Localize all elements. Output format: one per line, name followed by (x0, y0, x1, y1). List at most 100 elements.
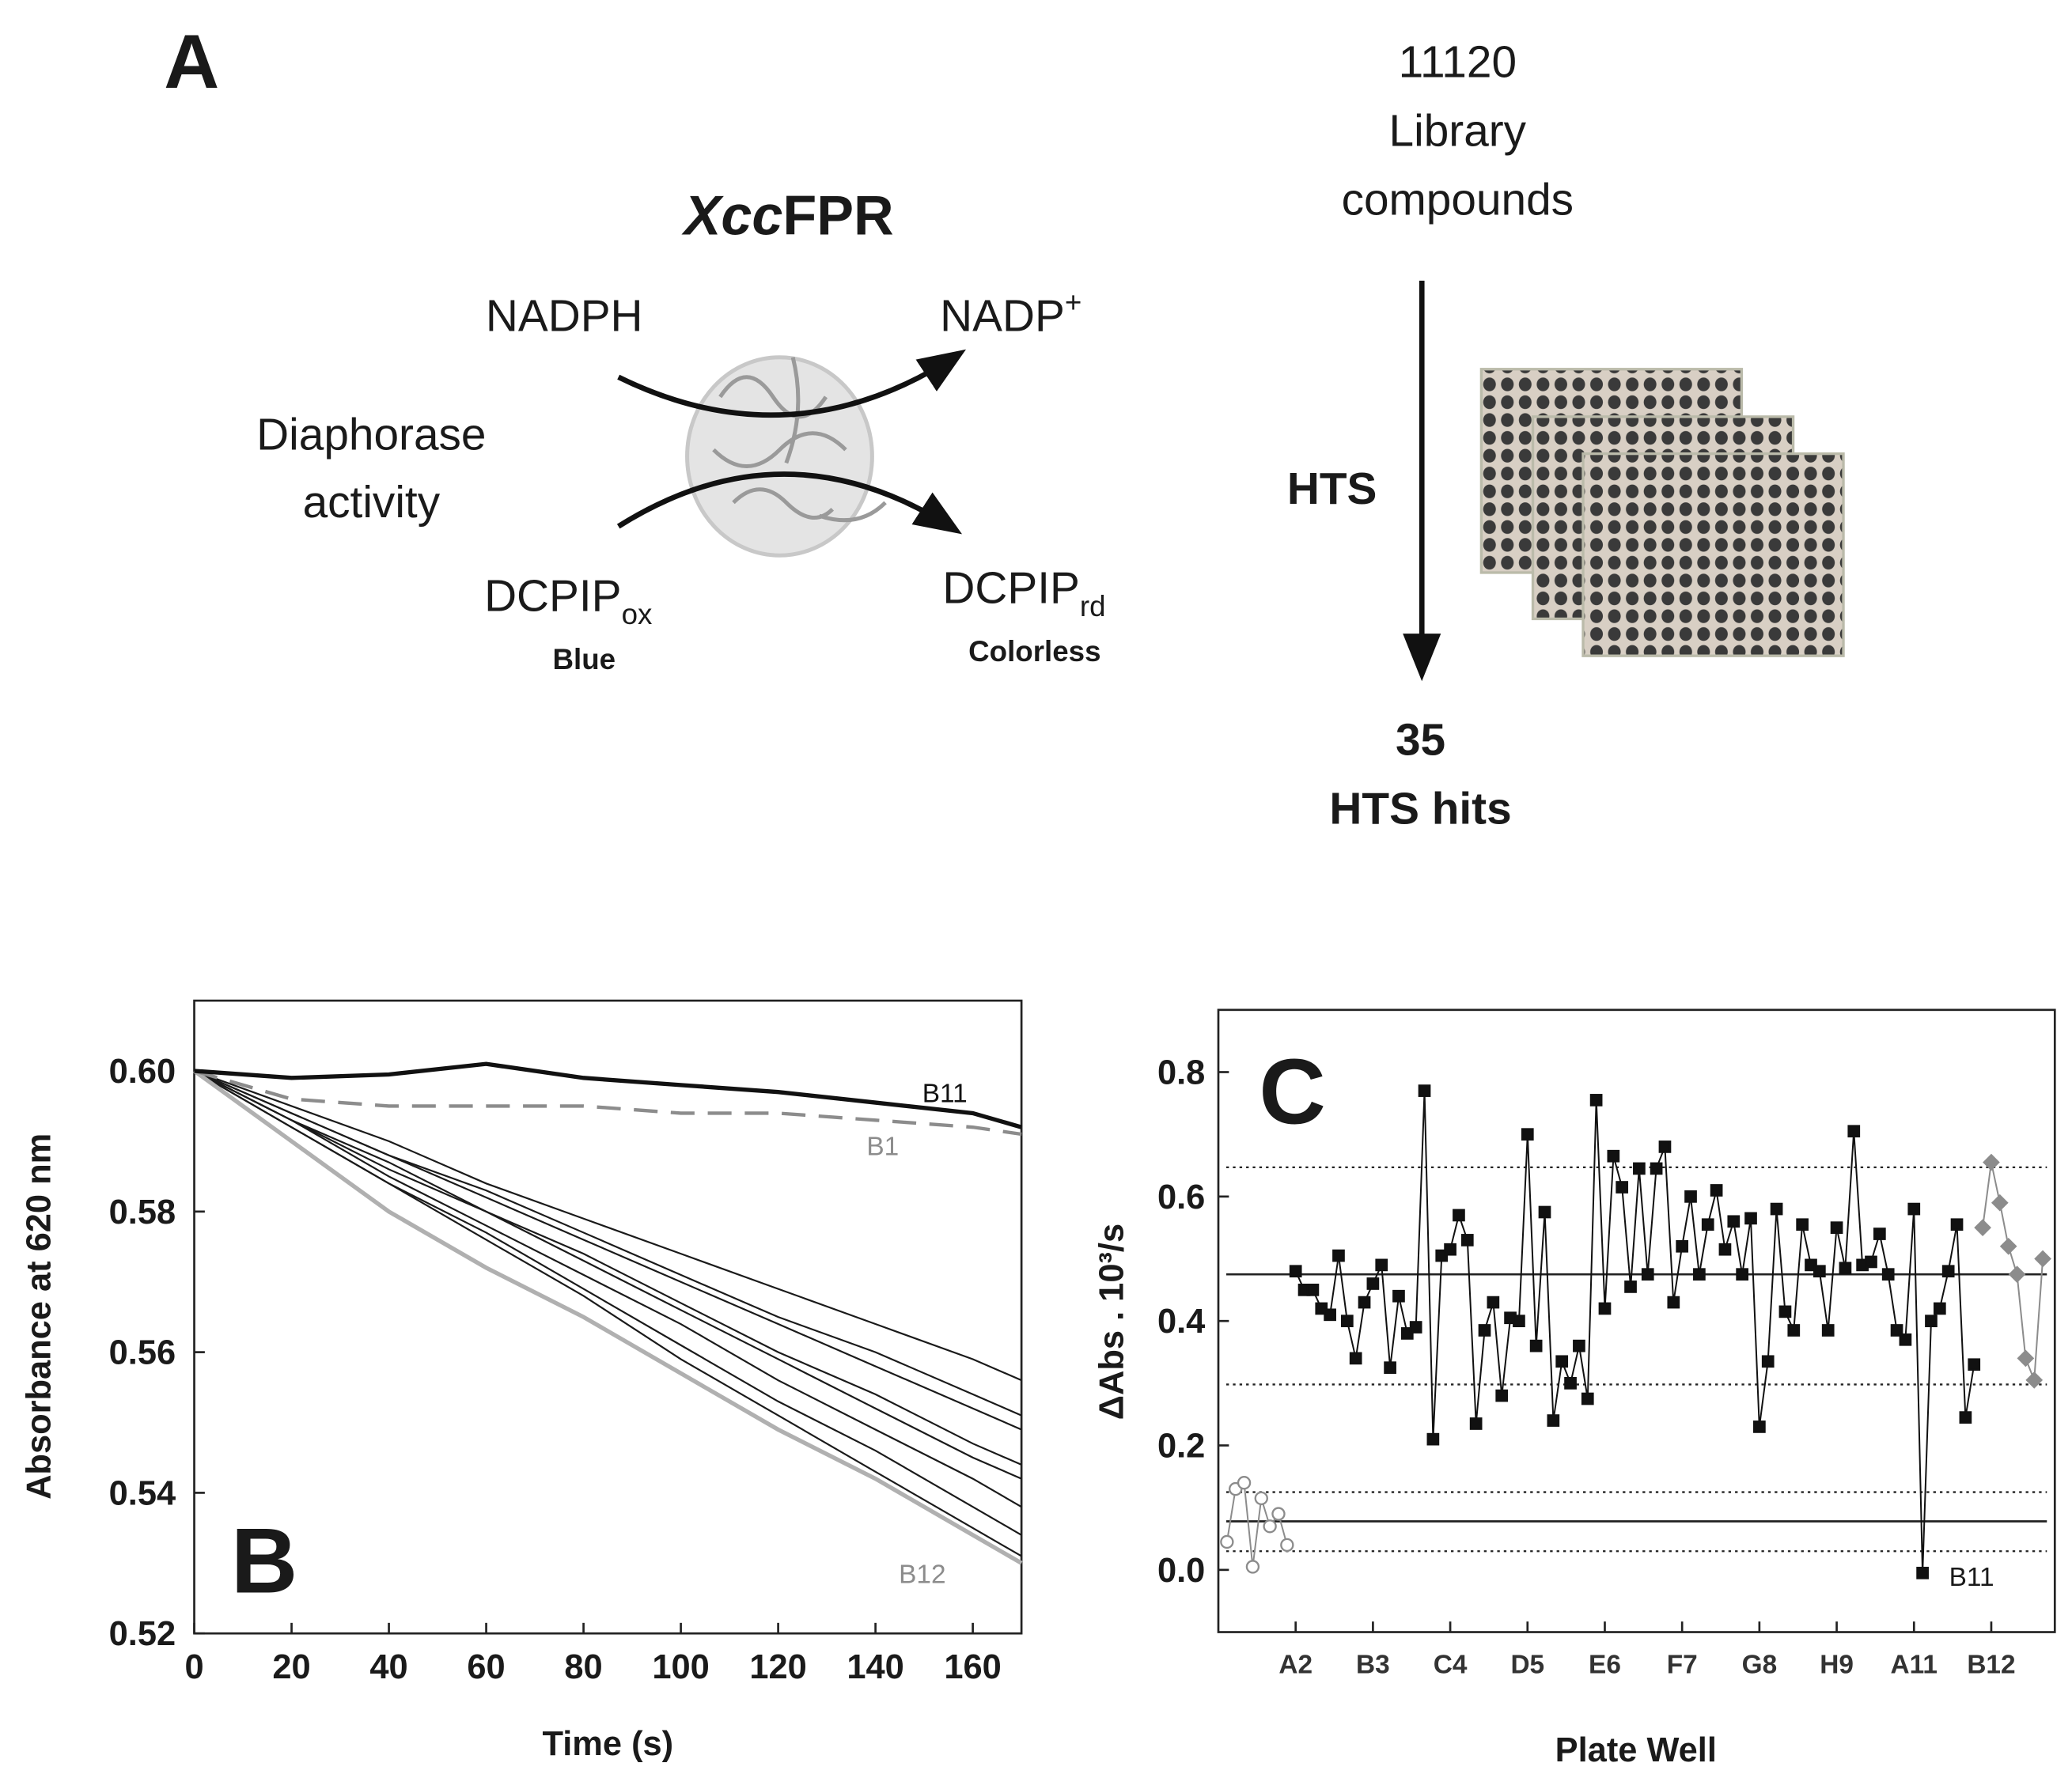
library-label: Library (1389, 106, 1527, 156)
point (1676, 1239, 1689, 1253)
y-tick-label: 0.6 (1157, 1178, 1205, 1216)
point (1521, 1128, 1534, 1141)
point (1237, 1476, 1252, 1490)
panel-letter: A (164, 18, 219, 104)
point (2034, 1250, 2051, 1268)
dye-color: Colorless (968, 635, 1100, 668)
series-line (193, 1070, 1022, 1557)
library-label: compounds (1342, 175, 1574, 225)
y-tick-label: 0.60 (109, 1053, 176, 1091)
point (1873, 1228, 1886, 1240)
point (1607, 1149, 1620, 1163)
series-line (194, 1069, 1022, 1382)
point (1974, 1219, 1991, 1237)
series-line (194, 1061, 1022, 1129)
x-tick-label: 0 (184, 1648, 203, 1686)
point (1280, 1538, 1294, 1553)
point (1366, 1277, 1380, 1290)
x-tick-label: A11 (1891, 1650, 1938, 1679)
y-tick-label: 0.0 (1157, 1552, 1205, 1590)
y-tick-label: 0.58 (109, 1194, 176, 1231)
panel-c: 0.0 0.2 0.4 0.6 0.8 A2 B3 C4 D5 E6 F7 G8 H9 A11 B12 Pla… (1093, 1008, 2056, 1769)
substrate: NADPH (486, 291, 643, 341)
point (1547, 1414, 1560, 1427)
point (1667, 1296, 1680, 1309)
point (1991, 1194, 2009, 1212)
point (1701, 1218, 1714, 1231)
y-tick-label: 0.54 (109, 1474, 176, 1512)
dye-reduced: DCPIPrd (942, 563, 1105, 622)
dye-color: Blue (552, 643, 616, 675)
library-label: 11120 (1399, 38, 1517, 88)
point (1358, 1296, 1371, 1309)
hits-label: 35 (1396, 715, 1445, 765)
point (1650, 1162, 1663, 1175)
point (1693, 1268, 1706, 1281)
y-axis-label: Absorbance at 620 nm (20, 1133, 58, 1500)
point (1933, 1302, 1946, 1315)
point (1753, 1421, 1766, 1433)
plot-frame (193, 999, 1023, 1635)
point (1941, 1265, 1955, 1278)
activity-label: activity (303, 478, 441, 528)
point (1658, 1141, 1672, 1153)
point (1616, 1181, 1629, 1194)
point (1589, 1094, 1603, 1107)
x-tick-label: G8 (1742, 1650, 1778, 1679)
panel-letter: B (231, 1508, 297, 1612)
y-tick-label: 0.4 (1157, 1303, 1205, 1341)
point (1573, 1339, 1585, 1352)
point (1581, 1392, 1594, 1405)
series-label: B1 (866, 1133, 899, 1162)
point (1375, 1258, 1388, 1272)
x-tick-label: 60 (467, 1648, 505, 1686)
point (1487, 1296, 1500, 1309)
series-line (194, 1070, 1022, 1480)
y-tick-label: 0.56 (109, 1334, 176, 1372)
x-tick-label: B3 (1356, 1650, 1390, 1679)
point (1727, 1215, 1741, 1228)
point (1384, 1361, 1396, 1375)
dye-oxidized: DCPIPox (484, 571, 652, 630)
point (1916, 1566, 1929, 1579)
point (1839, 1262, 1852, 1275)
series-line (192, 1069, 1023, 1565)
series-line (194, 1070, 1022, 1466)
point (1495, 1389, 1509, 1402)
x-tick-label: E6 (1589, 1650, 1621, 1679)
point (1469, 1417, 1483, 1430)
point (1324, 1308, 1336, 1322)
x-tick-label: H9 (1820, 1650, 1854, 1679)
point (1444, 1243, 1456, 1256)
annotation: B11 (1949, 1563, 1994, 1592)
point (1710, 1184, 1723, 1197)
point (1478, 1324, 1491, 1337)
point (1513, 1315, 1525, 1328)
point (1555, 1355, 1569, 1368)
point (1529, 1339, 1543, 1352)
point (1289, 1265, 1302, 1278)
x-tick-label: 120 (749, 1648, 806, 1686)
point (1950, 1218, 1964, 1231)
panel-b: 0.60 0.58 0.56 0.54 0.520 20 40 60 80 100 120 140 16… (20, 999, 1023, 1763)
x-tick-label: A2 (1278, 1650, 1313, 1679)
point (1865, 1255, 1877, 1269)
point (1409, 1321, 1422, 1334)
y-axis-label: ΔAbs . 10³/s (1093, 1224, 1131, 1420)
point (1392, 1289, 1405, 1303)
series-line (193, 1069, 1022, 1137)
enzyme-name: XccFPR (681, 183, 894, 246)
series-label: B12 (899, 1560, 945, 1590)
x-tick-label: D5 (1510, 1650, 1544, 1679)
series-label: B11 (922, 1080, 968, 1109)
x-tick-label: 40 (369, 1648, 407, 1686)
x-axis-label: Time (s) (543, 1725, 674, 1763)
point (1770, 1202, 1783, 1216)
point (1744, 1212, 1757, 1225)
point (1306, 1283, 1320, 1296)
point (1564, 1377, 1577, 1390)
x-tick-label: C4 (1434, 1650, 1468, 1679)
point (1830, 1221, 1843, 1235)
point (1684, 1190, 1697, 1203)
